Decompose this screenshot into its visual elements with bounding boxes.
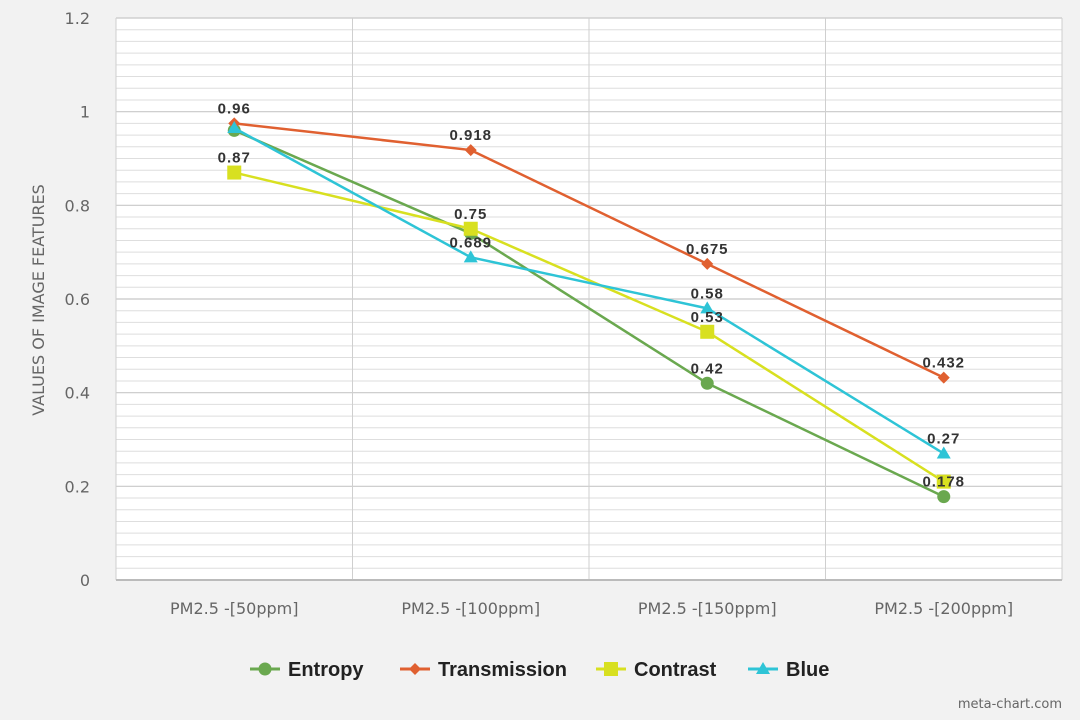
y-tick-label: 0.8	[65, 196, 90, 215]
point-blue	[227, 121, 242, 134]
grid	[115, 17, 1063, 581]
data-label-entropy: 0.42	[691, 360, 724, 377]
legend-item-transmission: Transmission	[400, 659, 567, 681]
legend-item-blue: Blue	[748, 659, 829, 681]
data-label-transmission: 0.918	[449, 127, 492, 144]
point-transmission	[464, 144, 477, 157]
legend-label: Blue	[786, 659, 829, 681]
data-labels: 0.42 0.178 0.96 0.918 0.675 0.432 0.87 0.75 0.53…	[218, 100, 965, 491]
x-tick-label: PM2.5 -[150ppm]	[638, 599, 777, 618]
y-tick-label: 0.4	[65, 384, 90, 403]
y-tick-label: 1.2	[65, 9, 90, 28]
data-label-contrast: 0.53	[691, 309, 724, 326]
legend-marker	[409, 663, 421, 675]
data-label-blue: 0.58	[691, 285, 724, 302]
point-entropy	[700, 376, 714, 390]
point-blue	[463, 250, 478, 263]
legend-marker	[756, 662, 770, 674]
y-tick-label: 1	[80, 103, 90, 122]
data-label-blue: 0.689	[449, 234, 492, 251]
point-contrast	[463, 221, 478, 236]
y-tick-label: 0.2	[65, 477, 90, 496]
point-entropy	[937, 490, 951, 504]
data-label-transmission: 0.96	[218, 100, 251, 117]
point-blue	[936, 446, 951, 459]
series-line-transmission	[234, 122, 945, 379]
series-line-blue	[233, 126, 945, 455]
point-contrast	[227, 165, 242, 180]
data-label-blue: 0.27	[927, 431, 960, 448]
y-axis: 0 0.2 0.4 0.6 0.8 1 1.2	[65, 9, 90, 590]
series-layer	[227, 117, 951, 504]
point-transmission	[937, 371, 950, 384]
point-contrast	[936, 474, 951, 489]
x-tick-label: PM2.5 -[100ppm]	[401, 599, 540, 618]
x-tick-label: PM2.5 -[200ppm]	[874, 599, 1013, 618]
legend-marker	[258, 662, 272, 676]
point-blue	[700, 301, 715, 314]
y-tick-label: 0.6	[65, 290, 90, 309]
data-label-transmission: 0.432	[922, 355, 965, 372]
x-tick-label: PM2.5 -[50ppm]	[170, 599, 299, 618]
point-transmission	[701, 257, 714, 270]
legend-label: Transmission	[438, 659, 567, 681]
data-label-transmission: 0.675	[686, 241, 729, 258]
data-label-contrast: 0.87	[218, 150, 251, 167]
legend-item-entropy: Entropy	[250, 659, 364, 681]
series-line-contrast	[233, 171, 945, 483]
x-axis: PM2.5 -[50ppm] PM2.5 -[100ppm] PM2.5 -[150…	[170, 599, 1013, 618]
legend: Entropy Transmission Contrast Blue	[250, 659, 829, 681]
legend-label: Contrast	[634, 659, 717, 681]
y-axis-label: VALUES OF IMAGE FEATURES	[29, 184, 48, 416]
y-tick-label: 0	[80, 571, 90, 590]
legend-marker	[604, 662, 618, 676]
point-contrast	[700, 324, 715, 339]
credit: meta-chart.com	[957, 697, 1062, 712]
data-label-contrast: 0.75	[454, 206, 487, 223]
legend-item-contrast: Contrast	[596, 659, 717, 681]
data-label-entropy: 0.178	[922, 474, 965, 491]
series-line-entropy	[233, 129, 945, 498]
legend-label: Entropy	[288, 659, 364, 681]
